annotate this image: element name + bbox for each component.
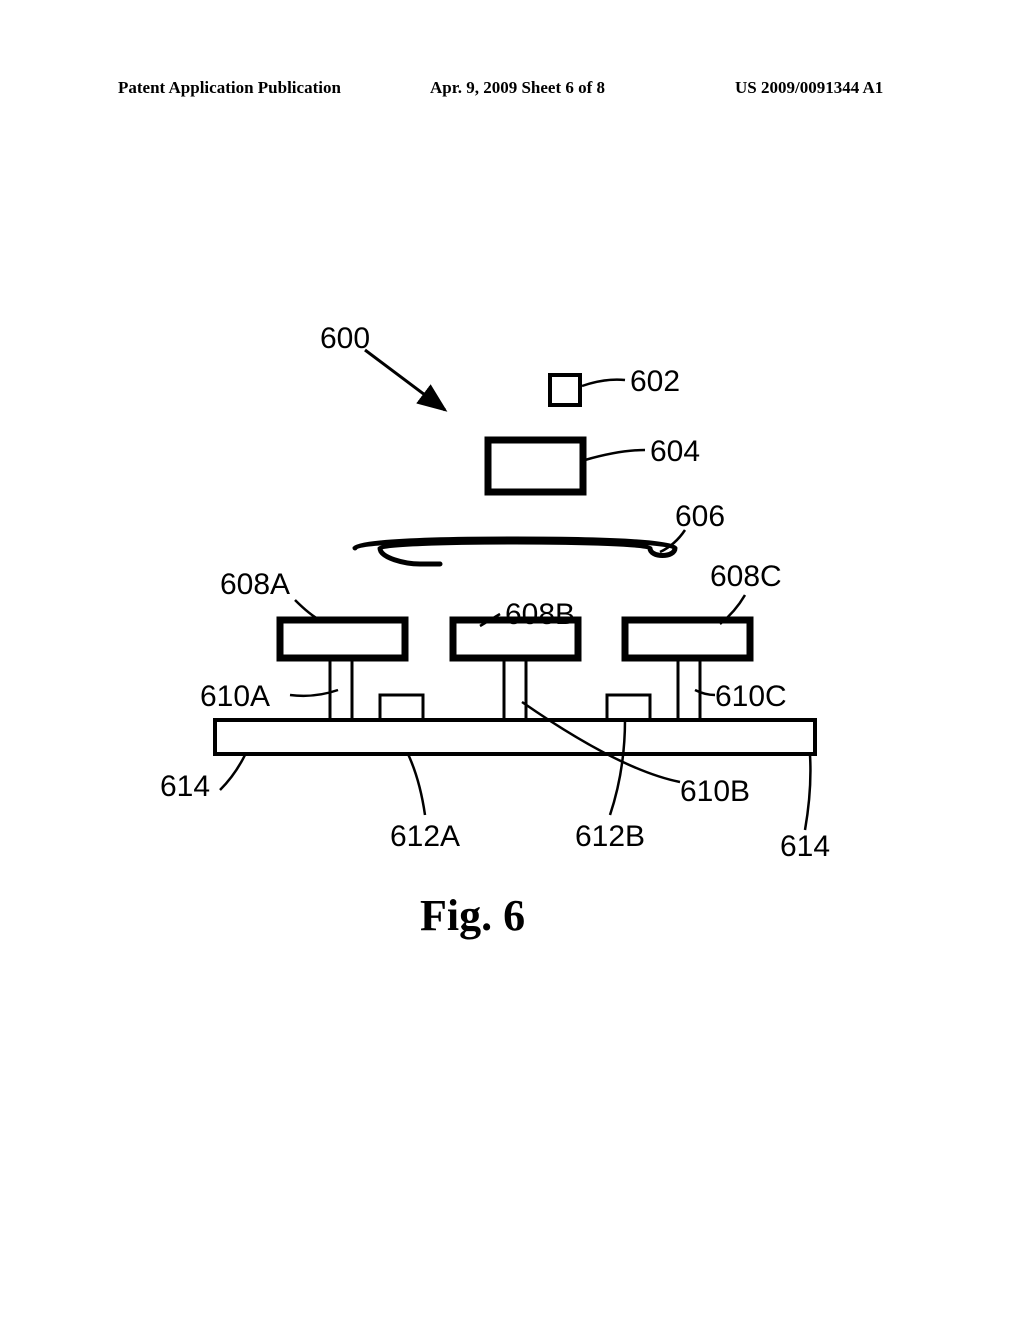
figure-6: 600 602 604 606 608A 608B 608C 610A 610B… xyxy=(120,300,904,980)
label-614L: 614 xyxy=(160,770,210,804)
label-612B: 612B xyxy=(575,820,645,854)
box-608A xyxy=(280,620,405,658)
box-604 xyxy=(488,440,583,492)
label-602: 602 xyxy=(630,365,680,399)
label-606: 606 xyxy=(675,500,725,534)
label-610A: 610A xyxy=(200,680,270,714)
label-604: 604 xyxy=(650,435,700,469)
stem-610B xyxy=(504,658,526,720)
header-right: US 2009/0091344 A1 xyxy=(735,78,883,98)
label-608C: 608C xyxy=(710,560,782,594)
label-600: 600 xyxy=(320,322,370,356)
figure-svg xyxy=(120,300,904,980)
figure-caption: Fig. 6 xyxy=(420,890,525,941)
label-614R: 614 xyxy=(780,830,830,864)
label-608A: 608A xyxy=(220,568,290,602)
patent-page: Patent Application Publication Apr. 9, 2… xyxy=(0,0,1024,1320)
tab-612B xyxy=(607,695,650,720)
label-608B: 608B xyxy=(505,598,575,632)
header-left: Patent Application Publication xyxy=(118,78,341,98)
arrow-600 xyxy=(365,350,445,410)
stem-610C xyxy=(678,658,700,720)
header-center: Apr. 9, 2009 Sheet 6 of 8 xyxy=(430,78,605,98)
label-610C: 610C xyxy=(715,680,787,714)
box-602 xyxy=(550,375,580,405)
coil-606 xyxy=(355,539,675,564)
label-612A: 612A xyxy=(390,820,460,854)
stem-610A xyxy=(330,658,352,720)
label-610B: 610B xyxy=(680,775,750,809)
tab-612A xyxy=(380,695,423,720)
bar-614 xyxy=(215,720,815,754)
box-608C xyxy=(625,620,750,658)
